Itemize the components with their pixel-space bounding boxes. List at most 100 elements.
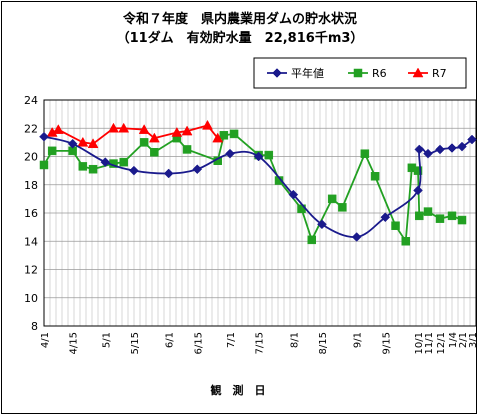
x-axis: 4/1 4/15 5/1 5/15 6/1 6/15 7/1 7/15 8/1 8/15 9/1 9/… bbox=[40, 332, 479, 354]
data-point bbox=[39, 160, 49, 170]
data-point bbox=[171, 126, 183, 137]
y-tick-label: 24 bbox=[24, 94, 38, 107]
series-normal bbox=[39, 131, 477, 242]
data-point bbox=[423, 207, 433, 216]
y-tick-label: 8 bbox=[31, 320, 38, 333]
data-point bbox=[272, 68, 282, 78]
data-point bbox=[447, 143, 457, 153]
data-point bbox=[380, 212, 391, 223]
data-point bbox=[413, 166, 423, 175]
data-point bbox=[52, 124, 64, 134]
data-point bbox=[219, 131, 229, 140]
grid bbox=[44, 100, 476, 326]
data-point bbox=[77, 136, 89, 147]
data-point bbox=[119, 157, 128, 167]
data-point bbox=[148, 132, 160, 143]
x-tick-label: 2/1 bbox=[458, 332, 469, 348]
data-point bbox=[447, 211, 457, 221]
x-tick-label: 6/15 bbox=[193, 332, 204, 354]
x-tick-label: 8/15 bbox=[318, 332, 329, 354]
x-tick-label: 1/4 bbox=[448, 332, 459, 348]
y-tick-label: 12 bbox=[24, 264, 38, 277]
x-tick-label: 8/1 bbox=[289, 332, 300, 348]
chart-subtitle: （11ダム 有効貯水量 22,816千m3） bbox=[117, 30, 364, 46]
data-point bbox=[118, 122, 130, 133]
y-tick-label: 18 bbox=[24, 179, 38, 192]
data-point bbox=[67, 138, 78, 149]
x-tick-label: 4/1 bbox=[40, 332, 51, 348]
y-axis: 8 10 12 14 16 18 20 22 24 bbox=[24, 94, 38, 333]
data-point bbox=[412, 67, 424, 78]
data-point bbox=[229, 129, 239, 139]
series-r7 bbox=[46, 119, 224, 149]
data-point bbox=[370, 172, 380, 181]
data-point bbox=[39, 131, 49, 142]
data-point bbox=[307, 235, 316, 245]
legend-item: 平年値 bbox=[267, 66, 324, 80]
data-point bbox=[47, 146, 57, 156]
data-point bbox=[435, 144, 445, 155]
legend: 平年値 R6 R7 bbox=[267, 66, 447, 80]
x-tick-label: 11/1 bbox=[424, 332, 435, 354]
data-point bbox=[413, 185, 423, 196]
data-point bbox=[423, 148, 433, 159]
data-point bbox=[150, 148, 159, 157]
data-point bbox=[202, 119, 213, 130]
y-tick-label: 20 bbox=[24, 151, 38, 164]
data-point bbox=[353, 68, 363, 78]
data-point bbox=[338, 203, 347, 212]
data-point bbox=[192, 164, 203, 175]
y-tick-label: 14 bbox=[24, 235, 38, 248]
data-point bbox=[317, 219, 327, 230]
data-point bbox=[264, 150, 274, 160]
plot-area bbox=[43, 99, 477, 327]
y-tick-label: 22 bbox=[24, 122, 38, 135]
data-point bbox=[212, 132, 224, 143]
series bbox=[39, 119, 477, 246]
x-axis-label: 観 測 日 bbox=[211, 383, 266, 397]
x-tick-label: 5/1 bbox=[101, 332, 112, 348]
x-tick-label: 5/15 bbox=[130, 332, 141, 354]
data-point bbox=[327, 194, 337, 204]
legend-item: R7 bbox=[408, 67, 447, 80]
x-tick-label: 4/15 bbox=[69, 332, 80, 354]
chart-title: 令和７年度 県内農業用ダムの貯水状況 bbox=[123, 11, 357, 27]
x-tick-label: 9/1 bbox=[353, 332, 364, 348]
data-point bbox=[360, 149, 370, 158]
y-tick-label: 16 bbox=[24, 207, 38, 220]
x-tick-label: 10/1 bbox=[414, 332, 425, 354]
data-point bbox=[181, 125, 193, 136]
data-point bbox=[288, 189, 299, 200]
data-point bbox=[100, 157, 111, 168]
series-line bbox=[51, 124, 219, 145]
data-point bbox=[457, 215, 467, 225]
x-tick-label: 6/1 bbox=[165, 332, 176, 348]
data-point bbox=[139, 138, 149, 147]
y-tick-label: 10 bbox=[24, 292, 38, 305]
data-point bbox=[182, 145, 192, 154]
legend-label: R7 bbox=[432, 67, 447, 80]
data-point bbox=[78, 162, 88, 171]
data-point bbox=[88, 164, 98, 174]
x-tick-label: 3/1 bbox=[468, 332, 479, 348]
x-tick-label: 7/1 bbox=[226, 332, 237, 348]
x-tick-label: 7/15 bbox=[255, 332, 266, 354]
legend-label: R6 bbox=[372, 67, 387, 80]
data-point bbox=[138, 124, 150, 134]
x-tick-label: 9/15 bbox=[381, 332, 392, 354]
data-point bbox=[467, 134, 477, 145]
data-point bbox=[253, 151, 264, 162]
data-point bbox=[414, 144, 425, 155]
legend-item: R6 bbox=[348, 67, 387, 80]
data-point bbox=[415, 211, 424, 221]
x-tick-label: 12/1 bbox=[436, 332, 447, 354]
data-point bbox=[351, 232, 362, 242]
data-point bbox=[163, 168, 174, 179]
data-point bbox=[401, 237, 410, 246]
data-point bbox=[87, 138, 99, 149]
data-point bbox=[435, 214, 445, 223]
data-point bbox=[457, 141, 467, 152]
legend-label: 平年値 bbox=[291, 66, 324, 80]
data-point bbox=[225, 148, 235, 159]
